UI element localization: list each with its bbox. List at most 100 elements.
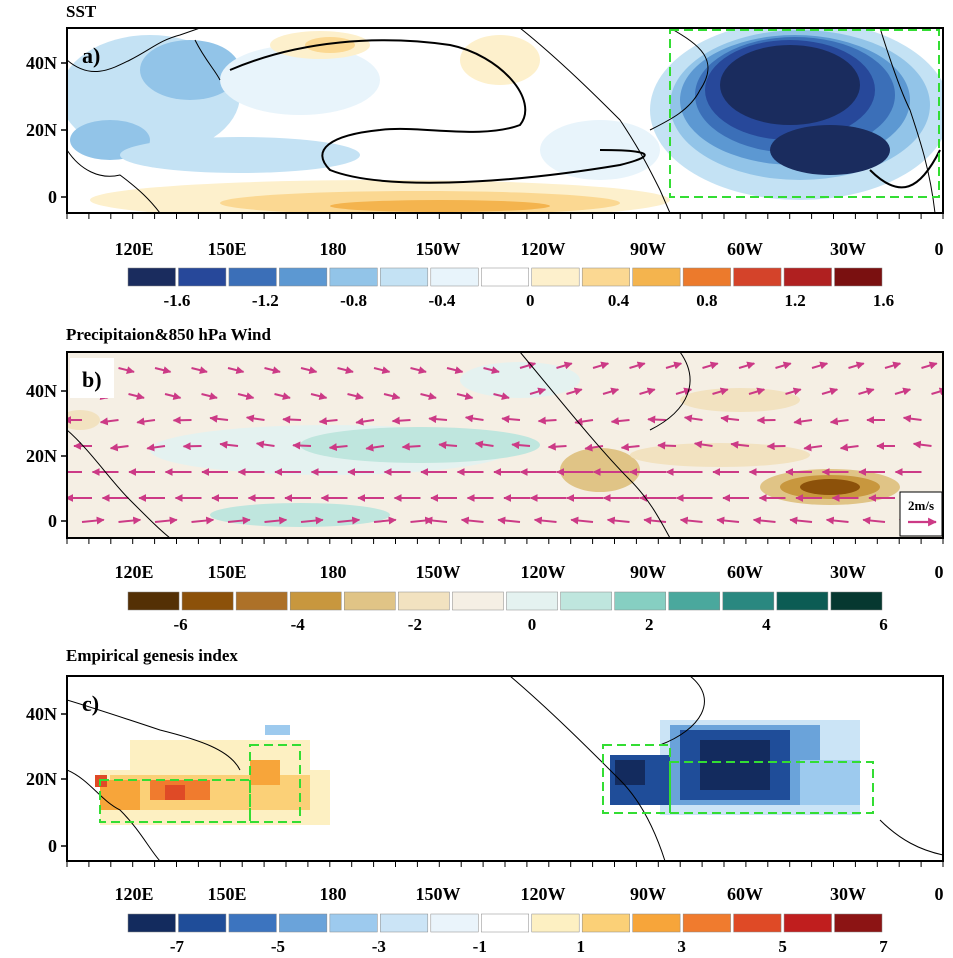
wind-vector [643,516,667,525]
wind-vector [537,416,557,425]
panel-a-atlantic-box [669,29,940,198]
x-tick-label: 120E [114,884,153,904]
wind-vector [219,440,239,449]
colorbar-swatch [481,267,529,287]
wind-vector [464,414,484,423]
x-tick-label: 180 [320,562,347,582]
x-tick-label: 30W [830,562,866,582]
colorbar-label: 5 [778,937,787,956]
wind-vector [136,417,156,426]
colorbar-swatch [380,913,429,933]
wind-vector [118,366,135,375]
wind-vector [191,516,215,525]
wind-vector [128,392,145,401]
wind-vector [237,392,255,401]
wind-vector [493,392,510,401]
wind-vector [665,361,683,370]
y-tick-label: 40N [26,53,57,73]
panel-b: Precipitaion&850 hPa Wind b) 2m/s [26,325,944,634]
colorbar-swatch [178,267,227,287]
wind-vector [602,387,620,396]
wind-vector [227,516,251,525]
wind-vector [657,441,677,450]
colorbar-swatch [228,913,277,933]
wind-vector [383,392,401,401]
wind-vector [410,366,427,375]
wind-vector [460,516,484,525]
panel-c: Empirical genesis index [26,646,944,956]
wind-vector [227,366,245,375]
wind-vector [519,361,537,370]
colorbar-swatch [783,913,832,933]
panel-c-y-axis: 40N 20N 0 [26,704,67,856]
wind-vector [793,417,813,426]
colorbar-label: -2 [408,615,422,634]
wind-vector [99,417,119,426]
colorbar-label: -0.4 [428,291,455,310]
panel-a-label: a) [82,43,100,68]
colorbar-label: 0.8 [696,291,717,310]
wind-vector [310,392,328,401]
wind-vector [300,516,324,525]
colorbar-label: -4 [291,615,306,634]
wind-vector [912,440,932,449]
panel-c-label: c) [82,691,99,716]
colorbar-label: -7 [170,937,185,956]
colorbar-swatch [830,591,883,611]
colorbar-swatch [228,267,277,287]
wind-vector [825,516,849,525]
wind-vector [748,387,766,396]
panel-a: SST [26,2,944,310]
wind-vector [483,366,500,375]
wind-vector [902,414,922,423]
wind-vector [264,366,281,375]
wind-vector [292,441,312,450]
wind-vector [146,443,166,452]
colorbar-label: 1.6 [873,291,894,310]
colorbar-swatch [506,591,558,611]
x-tick-label: 0 [935,884,944,904]
colorbar-swatch [398,591,450,611]
colorbar-label: -6 [173,615,187,634]
x-tick-label: 60W [727,884,763,904]
x-tick-label: 150E [207,884,246,904]
wind-vector [716,516,740,525]
wind-vector [201,392,218,401]
colorbar-swatch [682,267,731,287]
colorbar-label: 2 [645,615,654,634]
x-tick-label: 120E [114,562,153,582]
colorbar-swatch [279,267,328,287]
panel-a-y-axis: 40N 20N 0 [26,53,67,207]
colorbar-label: 3 [677,937,686,956]
colorbar-swatch [531,913,580,933]
wind-vector [533,516,557,525]
panel-b-reference-vector: 2m/s [899,491,943,537]
x-tick-label: 120W [521,884,566,904]
x-tick-label: 150E [207,239,246,259]
wind-vector [191,366,208,375]
wind-vector [570,516,594,525]
colorbar-swatch [344,591,396,611]
colorbar-swatch [531,267,580,287]
wind-vector [365,443,385,452]
wind-vector [730,440,750,449]
panel-b-y-axis: 40N 20N 0 [26,381,67,531]
y-tick-label: 20N [26,446,57,466]
wind-vector [693,440,713,449]
wind-vector [547,442,567,451]
wind-vector [829,417,849,426]
colorbar-label: 0.4 [608,291,630,310]
wind-vector [862,516,886,525]
colorbar-label: -1.2 [252,291,279,310]
panel-b-field [67,352,943,538]
wind-vector [712,387,729,396]
colorbar-swatch [380,267,429,287]
wind-vector [702,361,719,370]
wind-vector [109,443,129,452]
wind-vector [610,417,630,426]
x-tick-label: 0 [935,239,944,259]
colorbar-swatch [127,913,176,933]
wind-vector [337,366,354,375]
x-tick-label: 90W [630,239,666,259]
